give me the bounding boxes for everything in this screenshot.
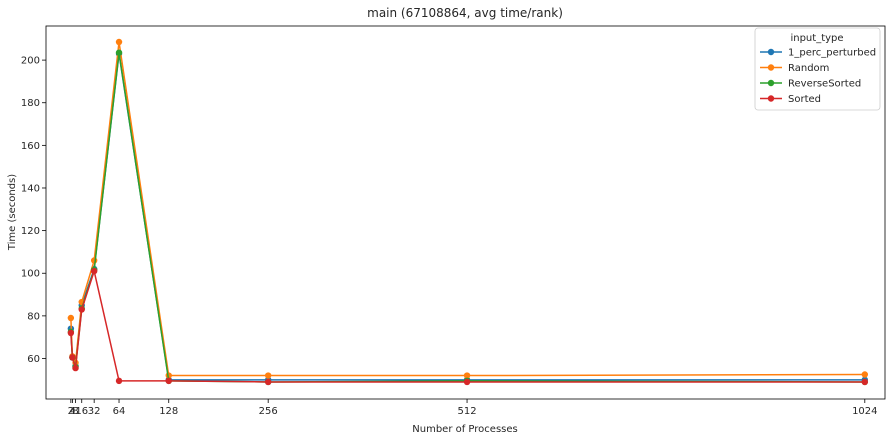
legend-marker [767, 79, 775, 87]
legend-entries: 1_perc_perturbed Random ReverseSorted Sorte… [760, 48, 876, 105]
series-sorted [67, 267, 869, 386]
data-point-sorted [165, 377, 172, 385]
data-point-random [264, 372, 272, 379]
x-tick-label: 16 [75, 406, 88, 417]
data-point-sorted [69, 354, 76, 361]
chart-title: main (67108864, avg time/rank) [367, 6, 563, 20]
legend-label: Sorted [788, 94, 821, 105]
legend-marker [767, 95, 775, 102]
x-tick-label: 8 [72, 406, 78, 417]
legend-entry-reversesorted: ReverseSorted [760, 79, 861, 90]
y-tick-label: 80 [27, 311, 40, 322]
x-tick-label: 64 [113, 406, 126, 417]
legend: input_type 1_perc_perturbed Random Reverse… [754, 27, 881, 111]
legend-label: ReverseSorted [788, 79, 861, 90]
x-tick-label: 4 [69, 406, 75, 417]
data-point-sorted [67, 329, 75, 337]
y-tick-label: 140 [21, 183, 40, 194]
data-point-sorted [264, 378, 272, 386]
plot-frame [45, 25, 886, 400]
x-tick-label: 1024 [852, 406, 877, 417]
legend-title: input_type [790, 33, 843, 44]
legend-label: 1_perc_perturbed [788, 48, 876, 59]
data-point-sorted [78, 306, 85, 313]
y-tick-label: 60 [27, 354, 40, 365]
legend-label: Random [788, 63, 829, 74]
data-point-random [67, 314, 75, 322]
x-tick-label: 256 [259, 406, 278, 417]
series-1-perc-perturbed [67, 50, 869, 384]
y-axis: 60 80 100 120 140 160 180 200 [21, 56, 46, 365]
legend-box [754, 27, 881, 111]
x-axis-label: Number of Processes [412, 424, 517, 435]
data-point-random [463, 372, 471, 379]
plot-area [67, 38, 869, 386]
data-point-sorted [72, 364, 79, 372]
series-reversesorted [67, 49, 869, 386]
data-point-random [861, 371, 869, 378]
series-line-sorted [70, 268, 865, 383]
series-line-random [70, 41, 865, 377]
y-tick-label: 100 [21, 269, 40, 280]
y-axis-label: Time (seconds) [7, 174, 18, 251]
series-line-1-perc-perturbed [70, 53, 865, 381]
legend-marker [767, 64, 775, 71]
legend-entry-1-perc-perturbed: 1_perc_perturbed [760, 48, 876, 59]
series-line-reversesorted [70, 52, 865, 383]
series-random [67, 38, 869, 379]
x-tick-label: 128 [159, 406, 178, 417]
y-tick-label: 200 [21, 56, 40, 67]
legend-marker [767, 48, 775, 56]
y-tick-label: 160 [21, 141, 40, 152]
legend-entry-sorted: Sorted [760, 94, 821, 105]
data-point-random [90, 257, 98, 264]
data-point-sorted [90, 267, 98, 275]
data-point-random [115, 38, 123, 46]
x-tick-label: 512 [458, 406, 477, 417]
x-tick-label: 2 [68, 406, 74, 417]
y-tick-label: 180 [21, 98, 40, 109]
data-point-sorted [115, 377, 123, 385]
x-tick-label: 32 [88, 406, 101, 417]
y-tick-label: 120 [21, 226, 40, 237]
data-point-reversesorted [115, 49, 123, 56]
data-point-sorted [463, 378, 471, 386]
legend-entry-random: Random [760, 63, 829, 74]
data-point-sorted [861, 378, 869, 386]
